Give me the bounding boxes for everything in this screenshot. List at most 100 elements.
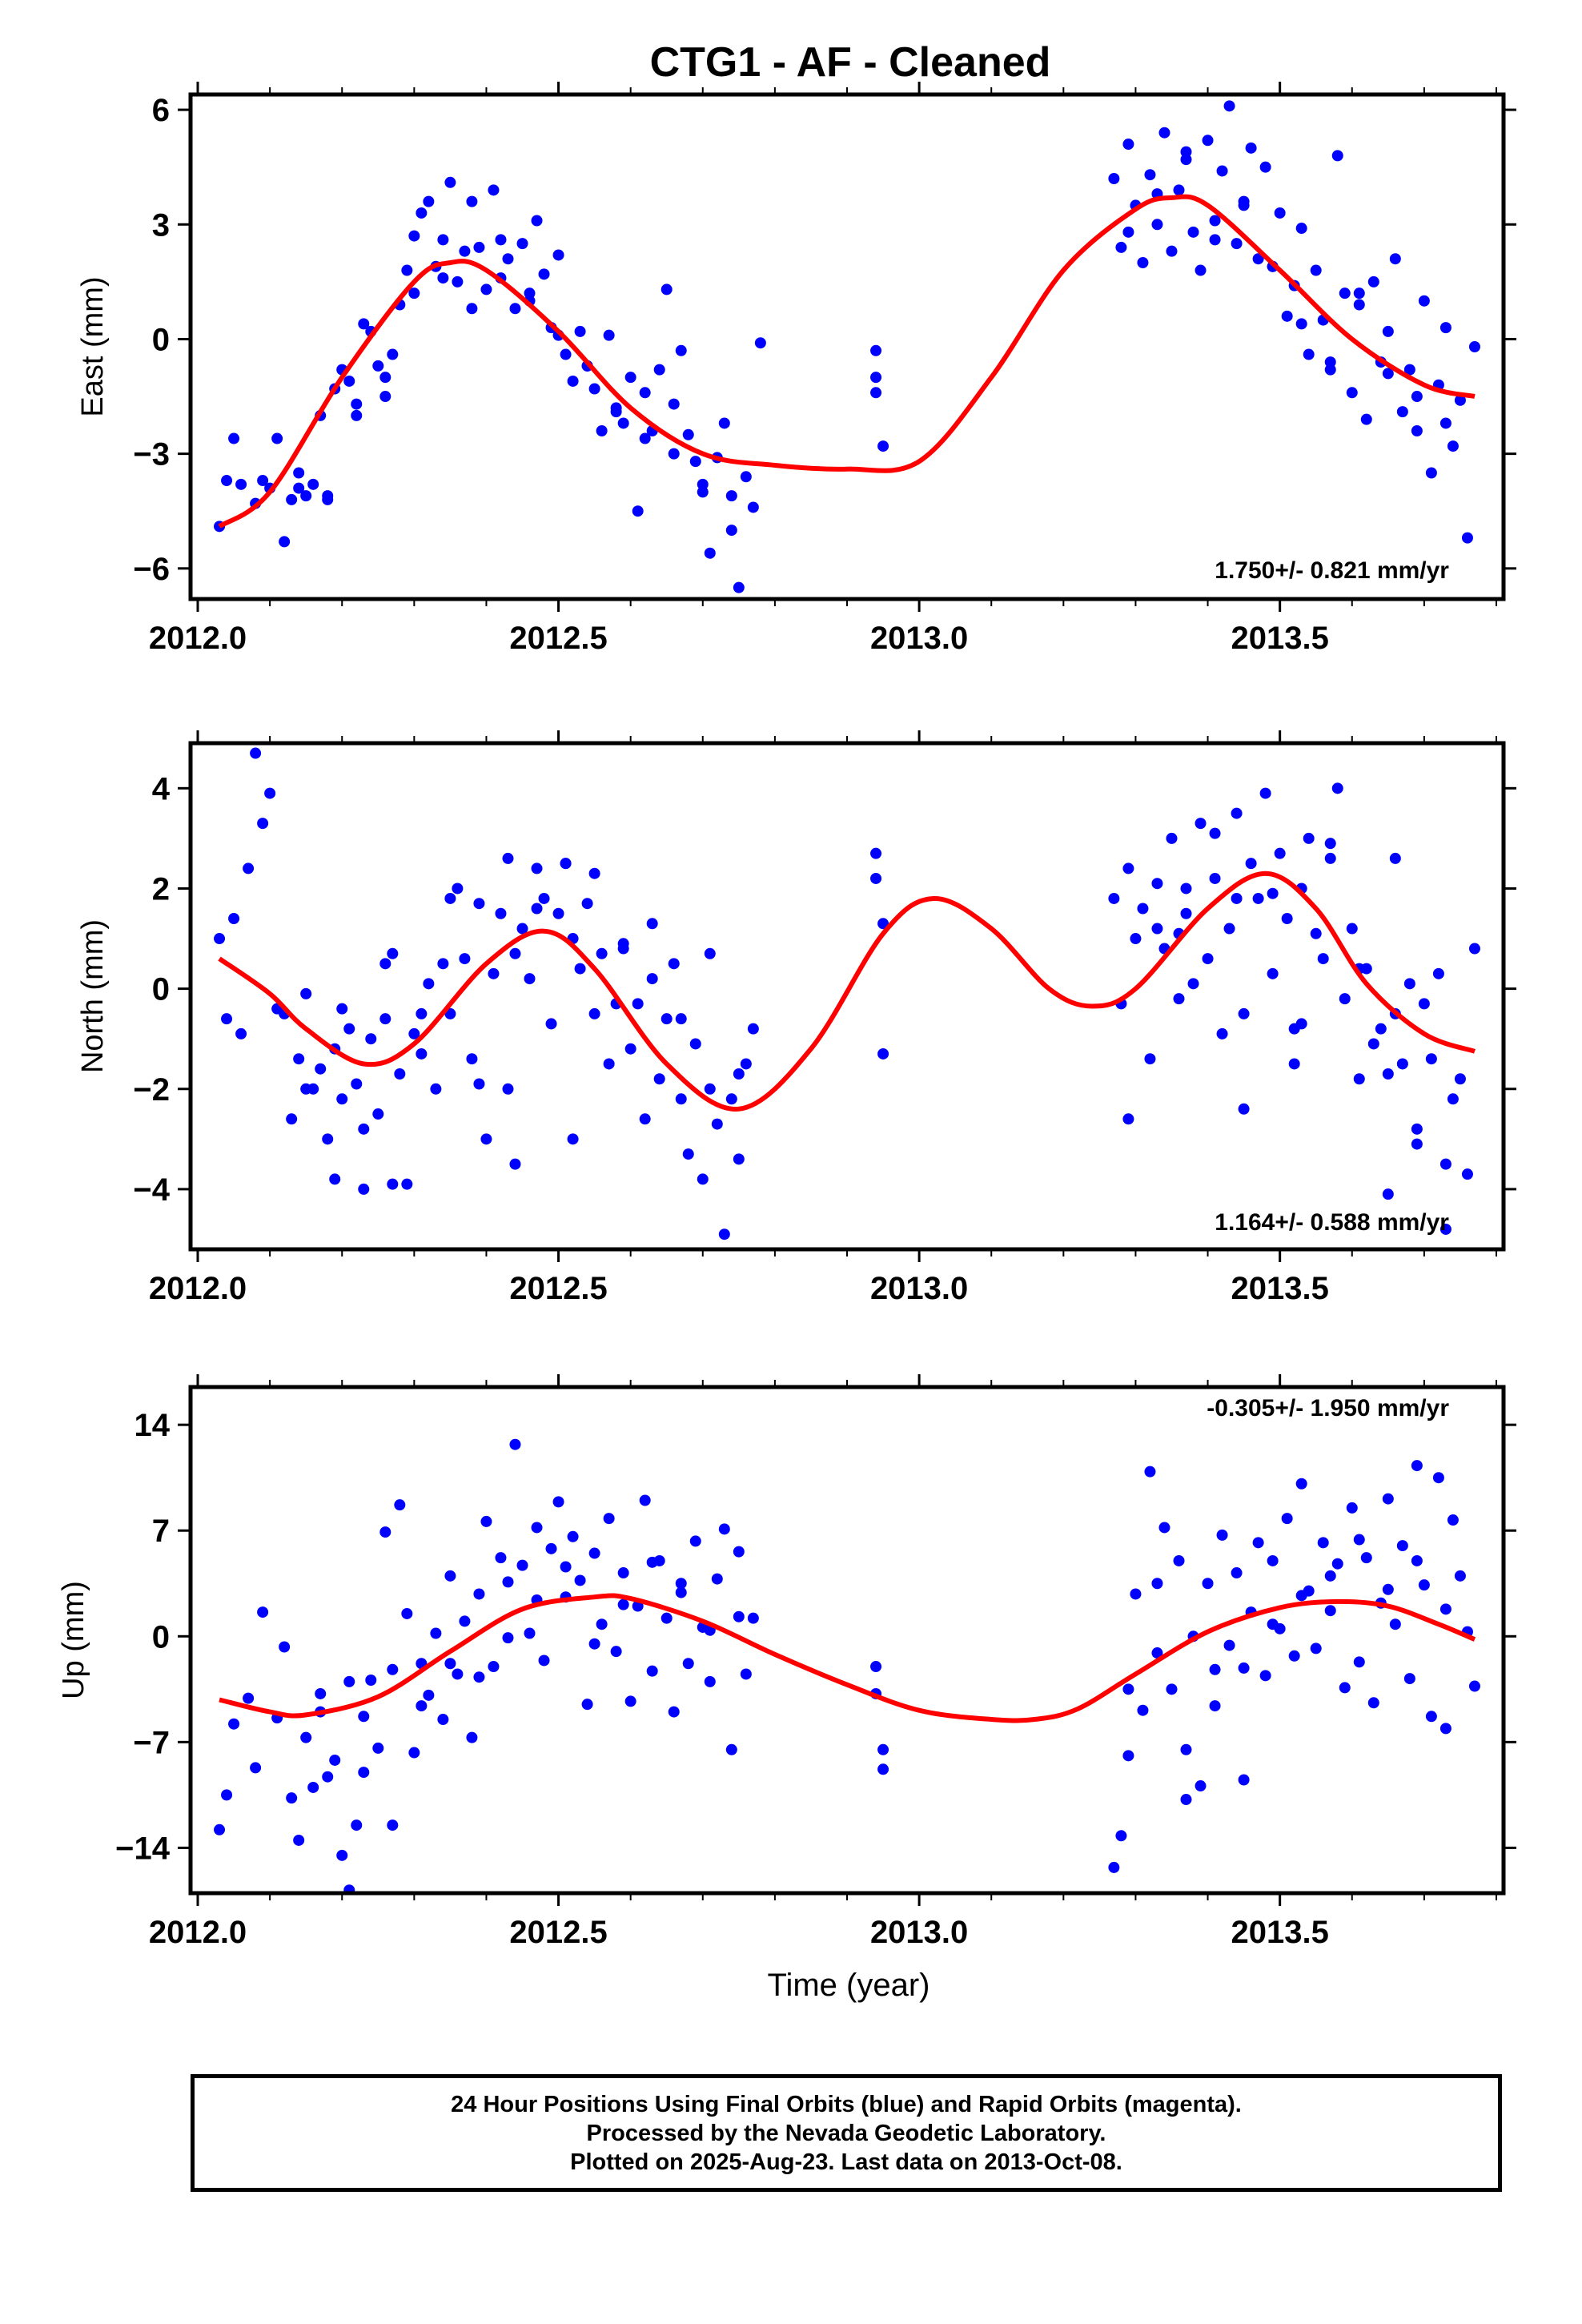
east-panel-data-point <box>408 287 420 300</box>
north-panel-data-point <box>1209 872 1221 884</box>
north-panel-data-point <box>567 1133 579 1145</box>
up-panel-data-point <box>617 1598 629 1610</box>
up-panel-data-point <box>1353 1534 1365 1546</box>
north-panel-data-point <box>516 923 528 935</box>
east-panel-data-point <box>574 325 586 337</box>
east-panel-data-point <box>379 372 391 384</box>
north-panel-data-point <box>1310 927 1322 939</box>
up-panel-data-point <box>1151 1647 1163 1659</box>
east-panel-data-point <box>725 525 737 537</box>
north-panel-data-point <box>653 1073 665 1085</box>
east-panel-data-point <box>271 432 283 444</box>
east-panel-data-point <box>495 234 507 246</box>
up-panel-data-point <box>1281 1513 1293 1525</box>
east-panel-data-point <box>372 360 384 372</box>
north-panel-data-point <box>632 998 644 1010</box>
east-panel-data-point <box>697 478 709 490</box>
east-panel-data-point <box>1468 341 1480 352</box>
up-panel-data-point <box>1173 1554 1185 1566</box>
up-panel-data-point <box>387 1663 399 1675</box>
up-panel-data-point <box>502 1576 514 1588</box>
east-panel-data-point <box>675 344 687 356</box>
north-panel-data-point <box>1346 923 1358 935</box>
up-panel-data-point <box>509 1438 521 1450</box>
east-panel-ytick-label: −3 <box>133 437 170 472</box>
north-panel-data-point <box>740 1058 752 1070</box>
up-panel-data-point <box>1425 1711 1437 1723</box>
north-panel-data-point <box>329 1173 341 1185</box>
up-panel-data-point <box>1411 1460 1423 1472</box>
east-panel-data-point <box>466 303 478 315</box>
up-panel-data-point <box>581 1699 593 1711</box>
up-panel-rate-label: -0.305+/- 1.950 mm/yr <box>1207 1395 1449 1421</box>
east-panel-data-point <box>1396 406 1408 418</box>
north-panel-data-point <box>264 787 276 799</box>
east-panel-data-point <box>300 490 312 502</box>
east-panel-data-point <box>387 348 399 360</box>
north-panel-data-point <box>372 1108 384 1120</box>
east-panel-data-point <box>452 275 464 287</box>
east-panel-xtick-label: 2013.0 <box>870 621 968 656</box>
east-panel-data-point <box>502 253 514 265</box>
east-panel-data-point <box>1223 100 1235 112</box>
east-panel-data-point <box>603 329 615 341</box>
up-panel-data-point <box>1238 1774 1250 1786</box>
north-panel-data-point <box>437 958 449 970</box>
north-panel-data-point <box>725 1093 737 1105</box>
up-panel-data-point <box>725 1743 737 1755</box>
north-panel-xtick-label: 2012.0 <box>149 1271 247 1306</box>
up-panel-data-point <box>596 1618 608 1630</box>
north-panel-data-point <box>1108 892 1120 904</box>
north-panel-data-point <box>1425 1053 1437 1065</box>
north-panel-data-point <box>646 973 658 985</box>
north-panel-data-point <box>286 1113 298 1125</box>
up-panel-data-point <box>1267 1618 1279 1630</box>
east-panel-data-point <box>1295 318 1307 330</box>
north-panel-data-point <box>379 958 391 970</box>
east-panel-data-point <box>639 432 651 444</box>
up-panel-data-point <box>877 1743 889 1755</box>
east-panel-data-point <box>293 467 305 479</box>
up-panel-data-point <box>675 1578 687 1590</box>
north-panel-data-point <box>1209 827 1221 839</box>
east-panel-data-point <box>754 337 766 349</box>
up-panel-data-point <box>250 1762 262 1774</box>
east-panel-points <box>214 100 1480 593</box>
up-panel-data-point <box>1252 1537 1264 1549</box>
north-panel-data-point <box>250 747 262 759</box>
caption-line-3: Plotted on 2025-Aug-23. Last data on 201… <box>570 2149 1122 2175</box>
up-panel-data-point <box>214 1823 226 1835</box>
north-panel-data-point <box>538 892 550 904</box>
east-panel-data-point <box>740 471 752 483</box>
up-panel-data-point <box>733 1546 745 1558</box>
north-panel-data-point <box>1461 1168 1473 1180</box>
east-panel-data-point <box>1360 413 1372 425</box>
north-panel-data-point <box>1447 1093 1459 1105</box>
up-panel-data-point <box>1137 1704 1149 1716</box>
east-panel-fit-line <box>218 194 1476 529</box>
up-panel-fit-line <box>219 1593 1476 1723</box>
north-panel-ylabel: North (mm) <box>76 919 110 1073</box>
north-panel-data-point <box>668 958 680 970</box>
up-panel-data-point <box>560 1561 572 1573</box>
up-panel: 2012.0 2012.5 2013.0 2013.5 −14 −7 0 7 14 Up (mm)… <box>57 1374 1516 1950</box>
north-panel-fit-line <box>218 870 1476 1112</box>
east-panel-data-point <box>1122 139 1134 151</box>
up-panel-data-point <box>588 1547 600 1559</box>
up-panel-data-point <box>387 1819 399 1831</box>
north-panel-data-point <box>545 1018 557 1030</box>
up-panel-data-point <box>617 1567 629 1579</box>
up-panel-data-point <box>394 1499 406 1511</box>
up-panel-data-point <box>1202 1578 1214 1590</box>
east-panel-data-point <box>877 440 889 452</box>
east-panel-data-point <box>416 207 428 219</box>
up-panel-data-point <box>379 1526 391 1538</box>
up-panel-data-point <box>1403 1673 1415 1685</box>
north-panel-data-point <box>1259 787 1271 799</box>
east-panel-data-point <box>560 348 572 360</box>
east-panel-data-point <box>401 264 413 276</box>
north-panel-data-point <box>1382 1068 1394 1080</box>
up-panel-data-point <box>1259 1670 1271 1682</box>
north-panel-data-point <box>1231 892 1243 904</box>
